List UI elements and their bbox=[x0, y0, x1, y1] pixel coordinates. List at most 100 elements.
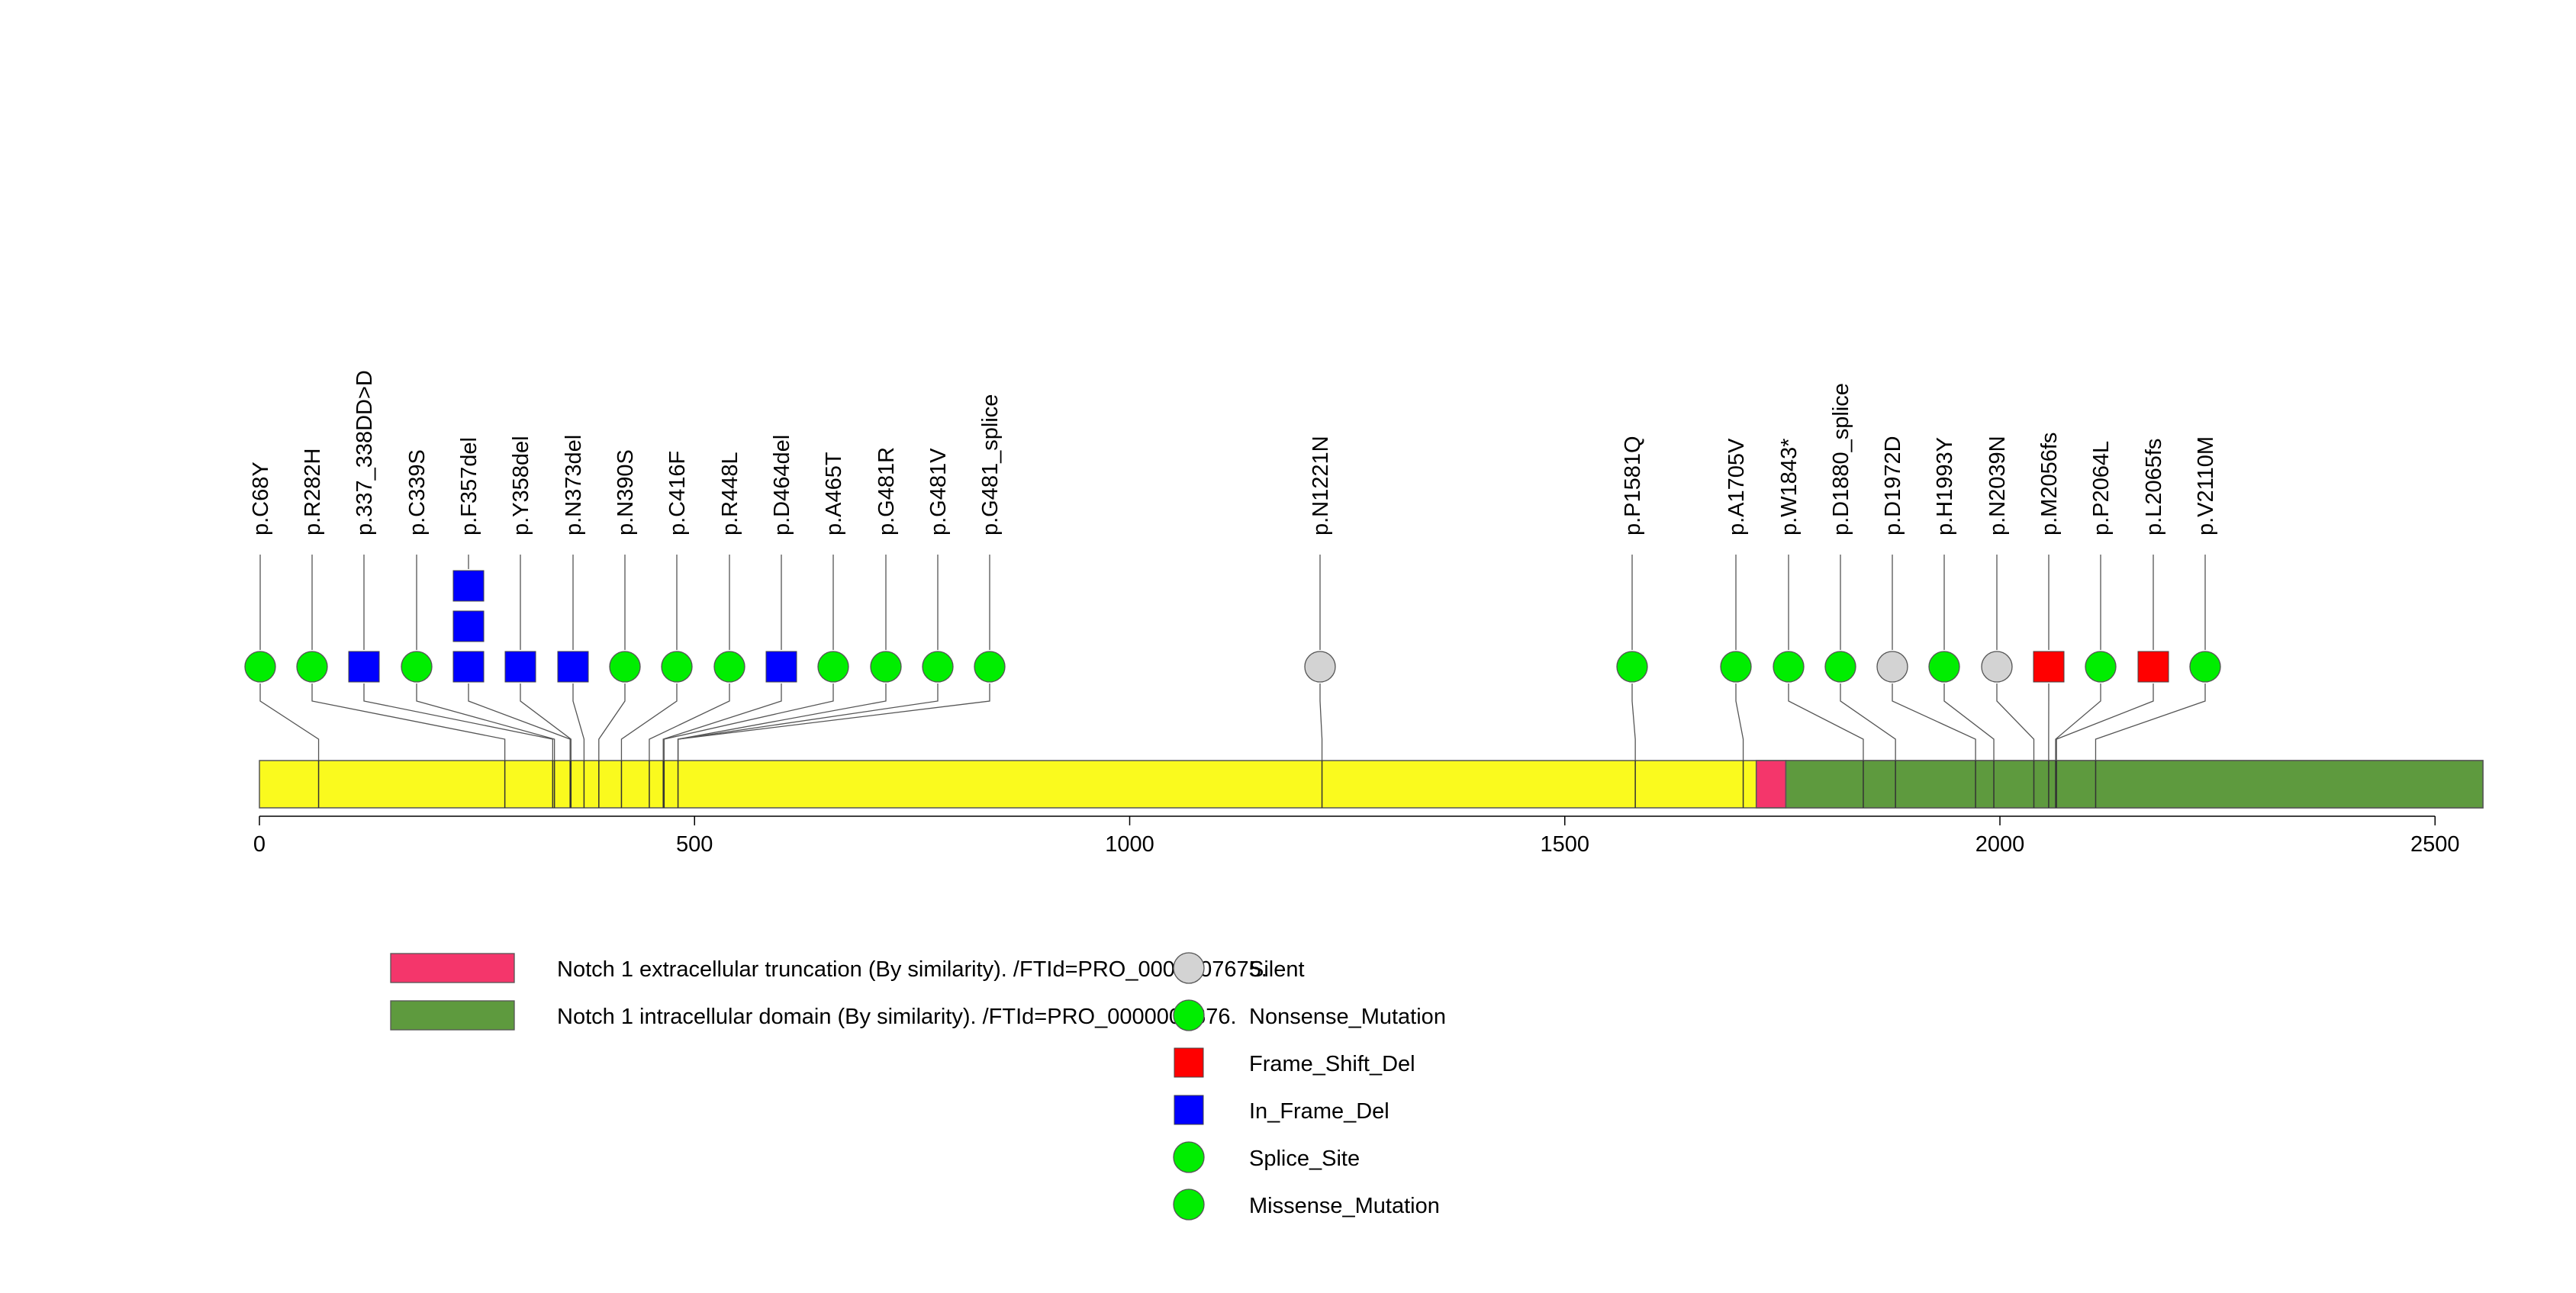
mutation-label: p.P1581Q bbox=[1621, 436, 1645, 536]
mutation-label: p.C416F bbox=[665, 451, 690, 536]
domain-block bbox=[1757, 761, 1786, 808]
connector-line bbox=[520, 683, 571, 761]
mutation-label: p.G481_splice bbox=[978, 394, 1003, 536]
mutation-marker-square bbox=[558, 651, 588, 682]
connector-line bbox=[1892, 683, 1975, 761]
mutation-label: p.C68Y bbox=[249, 462, 273, 536]
mutation-label: p.R448L bbox=[718, 452, 742, 536]
mutation-marker-square bbox=[766, 651, 797, 682]
domain-legend-label: Notch 1 extracellular truncation (By sim… bbox=[557, 957, 1267, 982]
mutation-marker-square bbox=[349, 651, 379, 682]
mutation-marker-circle bbox=[1825, 651, 1856, 682]
connector-lines bbox=[260, 683, 2205, 761]
mutation-marker-circle bbox=[714, 651, 745, 682]
mutation-label: p.R282H bbox=[301, 449, 325, 536]
mutation-marker-circle bbox=[662, 651, 692, 682]
connector-line bbox=[312, 683, 505, 761]
mutation-marker-square bbox=[2138, 651, 2169, 682]
connector-line bbox=[2095, 683, 2205, 761]
mutation-label: p.V2110M bbox=[2194, 436, 2218, 536]
mutation-marker-square bbox=[453, 651, 484, 682]
connector-line bbox=[664, 683, 833, 761]
mutation-marker-circle bbox=[1929, 651, 1959, 682]
mutation-marker-square bbox=[453, 571, 484, 601]
legend-type-label: Missense_Mutation bbox=[1249, 1194, 1440, 1218]
domain-legend-swatch bbox=[391, 1001, 514, 1030]
mutation-label: p.P2064L bbox=[2089, 441, 2114, 536]
connector-line bbox=[663, 683, 781, 761]
legend-marker-square bbox=[1174, 1095, 1203, 1124]
mutation-label: p.N373del bbox=[562, 435, 586, 536]
mutation-marker-circle bbox=[2085, 651, 2116, 682]
mutation-marker-circle bbox=[871, 651, 901, 682]
connector-line bbox=[2056, 683, 2153, 761]
mutation-label: p.N1221N bbox=[1309, 436, 1333, 536]
x-tick-label: 1500 bbox=[1541, 832, 1590, 857]
mutation-markers bbox=[245, 571, 2220, 682]
mutation-marker-circle bbox=[1721, 651, 1751, 682]
mutation-marker-circle bbox=[610, 651, 640, 682]
mutation-marker-circle bbox=[1305, 651, 1335, 682]
mutation-marker-circle bbox=[974, 651, 1005, 682]
mutation-label: p.L2065fs bbox=[2142, 439, 2166, 536]
mutation-label: p.N2039N bbox=[1985, 436, 2010, 536]
mutation-label: p.D464del bbox=[770, 435, 794, 536]
mutation-label: p.337_338DD>D bbox=[353, 370, 377, 536]
mutation-label: p.D1880_splice bbox=[1829, 383, 1853, 536]
x-tick-label: 1000 bbox=[1105, 832, 1154, 857]
x-tick-label: 2000 bbox=[1975, 832, 2025, 857]
connector-line bbox=[2056, 683, 2101, 761]
connector-line bbox=[417, 683, 555, 761]
legend-type-label: In_Frame_Del bbox=[1249, 1099, 1389, 1124]
mutation-marker-circle bbox=[245, 651, 275, 682]
mutation-marker-circle bbox=[1877, 651, 1908, 682]
mutation-label: p.M2056fs bbox=[2037, 433, 2062, 536]
connector-line bbox=[260, 683, 319, 761]
legend-type-label: Frame_Shift_Del bbox=[1249, 1052, 1415, 1076]
mutation-labels: p.C68Y p.R282H p.337_338DD>D p.C339S p.F357d… bbox=[249, 370, 2218, 536]
connector-line bbox=[1944, 683, 1994, 761]
mutation-marker-circle bbox=[2190, 651, 2220, 682]
connector-line bbox=[1840, 683, 1895, 761]
mutation-marker-circle bbox=[297, 651, 327, 682]
mutation-label: p.A1705V bbox=[1724, 438, 1749, 536]
connector-line bbox=[1320, 683, 1322, 761]
mutation-type-legend: Silent Nonsense_Mutation Frame_Shift_Del In… bbox=[1174, 953, 1446, 1220]
mutation-label: p.D1972D bbox=[1881, 436, 1905, 536]
legend-marker-circle bbox=[1174, 1142, 1204, 1172]
legend-marker-circle bbox=[1174, 953, 1204, 983]
lollipop-stems bbox=[260, 555, 2205, 650]
x-axis: 0 500 1000 1500 2000 2500 bbox=[253, 816, 2460, 857]
legend-marker-square bbox=[1174, 1048, 1203, 1077]
legend-type-label: Nonsense_Mutation bbox=[1249, 1005, 1446, 1029]
x-tick-label: 0 bbox=[253, 832, 266, 857]
legend-marker-circle bbox=[1174, 1189, 1204, 1220]
connector-line bbox=[1632, 683, 1635, 761]
mutation-marker-circle bbox=[401, 651, 432, 682]
mutation-marker-square bbox=[2033, 651, 2064, 682]
domain-legend: Notch 1 extracellular truncation (By sim… bbox=[391, 954, 1267, 1030]
mutation-label: p.N390S bbox=[613, 449, 638, 536]
mutation-marker-square bbox=[453, 611, 484, 642]
mutation-label: p.C339S bbox=[405, 449, 430, 536]
mutation-marker-circle bbox=[818, 651, 848, 682]
protein-bar bbox=[259, 761, 2483, 808]
mutation-label: p.H1993Y bbox=[1933, 437, 1957, 536]
mutation-marker-square bbox=[505, 651, 536, 682]
mutation-marker-circle bbox=[1617, 651, 1647, 682]
mutation-label: p.F357del bbox=[457, 437, 481, 536]
legend-type-label: Silent bbox=[1249, 957, 1305, 982]
mutation-marker-circle bbox=[1773, 651, 1804, 682]
mutation-label: p.A465T bbox=[822, 452, 846, 536]
mutation-label: p.G481R bbox=[874, 447, 899, 536]
mutation-label: p.Y358del bbox=[509, 436, 533, 536]
legend-type-label: Splice_Site bbox=[1249, 1147, 1360, 1171]
connector-line bbox=[1736, 683, 1744, 761]
x-tick-label: 500 bbox=[676, 832, 713, 857]
x-tick-label: 2500 bbox=[2410, 832, 2460, 857]
connector-line bbox=[573, 683, 584, 761]
mutation-label: p.W1843* bbox=[1777, 439, 1802, 536]
domain-block bbox=[1785, 761, 2483, 808]
